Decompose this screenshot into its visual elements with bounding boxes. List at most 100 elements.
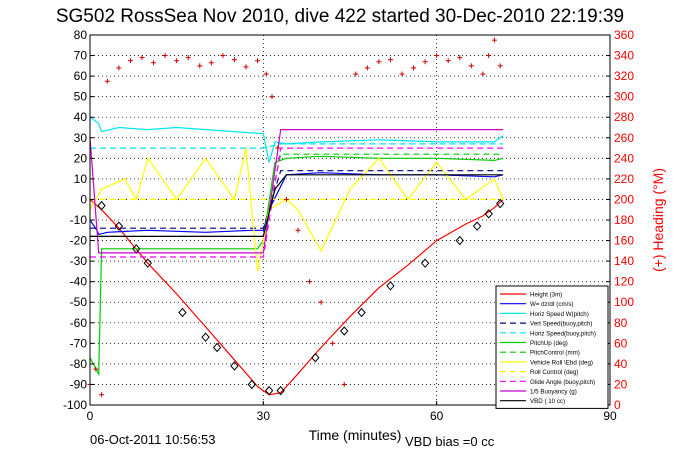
footer-vbd-bias: VBD bias =0 cc [405,434,495,449]
heading-point [445,58,451,64]
legend-entry: Horiz Speed(buoy,pitch) [530,330,596,337]
y-tick-label-right: 100 [614,295,634,309]
x-tick-label: 60 [430,409,444,423]
heading-point [275,145,281,151]
series-line-3 [90,170,504,229]
legend-entry: Horiz Speed W(pitch) [530,311,589,318]
heading-point [99,392,105,398]
heading-point [468,63,474,69]
heading-point [220,53,226,59]
heading-point [269,94,275,100]
y-tick-label-right: 240 [614,151,634,165]
heading-point [318,299,324,305]
heading-point [162,53,168,59]
y-tick-label-right: 20 [614,377,628,391]
marker-point [455,235,464,246]
y-tick-label-right: 140 [614,254,634,268]
heading-point [387,57,393,63]
heading-point [307,279,313,285]
marker-point [472,221,482,231]
marker-point [201,332,210,342]
marker-point [132,244,141,254]
marker-point [340,326,349,336]
marker-point [311,352,320,363]
x-axis: 0 30 60 90 [87,401,617,423]
x-tick-label: 90 [603,409,617,423]
y-axis-right-label: (+) Heading (°M) [650,168,666,272]
heading-point [295,227,301,233]
y-tick-label-left: 60 [74,69,88,83]
marker-point [357,307,366,318]
heading-point [376,59,382,65]
heading-point [104,78,110,84]
legend-entry: Vert Speed(buoy,pitch) [530,321,592,328]
marker-points [97,198,505,396]
y-tick-label-left: -80 [70,357,88,371]
marker-point [114,221,124,231]
x-axis-label: Time (minutes) [309,427,402,443]
heading-point [208,60,214,66]
y-tick-label-right: 300 [614,90,634,104]
heading-point [116,65,122,71]
heading-point [399,71,405,77]
y-tick-label-left: 70 [74,49,88,63]
marker-point [420,258,430,268]
heading-point [197,63,203,69]
legend-entry: Glide Angle (buoy,pitch) [530,379,595,386]
series-line-9 [90,147,504,258]
heading-point [139,55,145,61]
footer-timestamp: 06-Oct-2011 10:56:53 [90,432,216,447]
heading-point [480,71,486,77]
y-tick-label-right: 320 [614,69,634,83]
y-tick-label-left: -40 [70,275,88,289]
heading-point [497,63,503,69]
heading-point [151,60,157,66]
legend-box [495,285,609,409]
legend-entry: 1/5 Buoyancy (g) [530,389,577,396]
marker-point [230,361,239,371]
y-tick-label-right: 200 [614,192,634,206]
y-tick-label-left: 20 [74,151,88,165]
heading-point [486,53,492,59]
heading-point [174,58,180,64]
heading-point [341,381,347,387]
heading-point [93,366,99,372]
series-line-0 [89,198,504,396]
marker-point [386,281,395,291]
y-tick-label-right: 80 [614,316,628,330]
series-group [89,116,504,396]
y-tick-label-left: 30 [74,131,88,145]
y-tick-label-left: -60 [70,316,88,330]
y-tick-label-left: -100 [63,398,87,412]
legend-entry: W= dz/dt (cm/s) [530,301,574,308]
marker-point [143,258,152,268]
heading-point [422,59,428,65]
y-tick-label-right: 280 [614,110,634,124]
marker-point [247,379,256,390]
y-tick-label-left: -90 [70,377,88,391]
legend-entry: PitchControl (mm) [530,350,580,357]
y-tick-label-left: 10 [74,172,88,186]
heading-point [411,65,417,71]
heading-point [185,55,191,61]
marker-point [484,209,493,219]
y-axis-right: 0 20 40 60 80 100 120 140 160 180 200 220 240 260 280 3… [606,28,634,412]
legend-entry: Vehicle Roll \Ebd (deg) [530,359,593,366]
heading-point [255,58,261,64]
y-tick-label-left: -50 [70,295,88,309]
chart-title: SG502 RossSea Nov 2010, dive 422 started… [56,6,624,27]
y-tick-label-right: 160 [614,234,634,248]
y-tick-label-right: 120 [614,275,634,289]
legend-entry: PitchUp (deg) [530,340,568,347]
y-tick-label-right: 0 [614,398,621,412]
marker-point [276,385,285,396]
y-tick-label-right: 220 [614,172,634,186]
x-tick-label: 0 [87,409,94,423]
legend: Height (3m) W= dz/dt (cm/s) Horiz Speed W(… [495,285,609,409]
marker-point [496,198,505,209]
x-tick-label: 30 [257,409,271,423]
y-tick-label-left: -10 [70,213,88,227]
marker-point [178,307,187,318]
